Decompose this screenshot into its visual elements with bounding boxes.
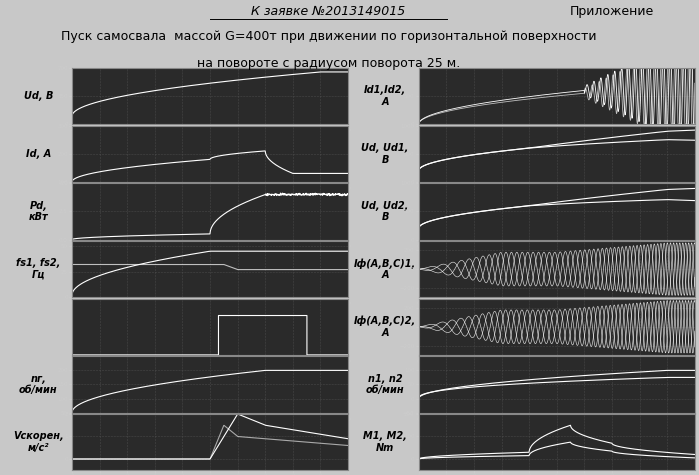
Text: Id1,Id2,
A: Id1,Id2, A: [364, 85, 406, 107]
Text: Iф(А,В,С)2,
A: Iф(А,В,С)2, A: [354, 316, 417, 338]
Text: fs1, fs2,
Гц: fs1, fs2, Гц: [16, 258, 61, 280]
Text: Id, A: Id, A: [26, 149, 51, 159]
Text: Ud, B: Ud, B: [24, 91, 53, 101]
Text: nг,
об/мин: nг, об/мин: [19, 374, 58, 395]
Text: M1, M2,
Nm: M1, M2, Nm: [363, 431, 407, 453]
Text: Приложение: Приложение: [569, 5, 654, 19]
Text: К заявке №2013149015: К заявке №2013149015: [252, 5, 405, 19]
Text: Ud, Ud1,
B: Ud, Ud1, B: [361, 143, 409, 164]
Text: Iф(А,В,С)1,
A: Iф(А,В,С)1, A: [354, 258, 417, 280]
Text: на повороте с радиусом поворота 25 м.: на повороте с радиусом поворота 25 м.: [197, 57, 460, 69]
Text: Vскорен,
м/с²: Vскорен, м/с²: [13, 431, 64, 453]
Text: Pd,
кВт: Pd, кВт: [29, 200, 48, 222]
Text: Пуск самосвала  массой G=400т при движении по горизонтальной поверхности: Пуск самосвала массой G=400т при движени…: [61, 30, 596, 43]
Text: Ud, Ud2,
B: Ud, Ud2, B: [361, 200, 409, 222]
Text: n1, n2
об/мин: n1, n2 об/мин: [366, 374, 405, 395]
